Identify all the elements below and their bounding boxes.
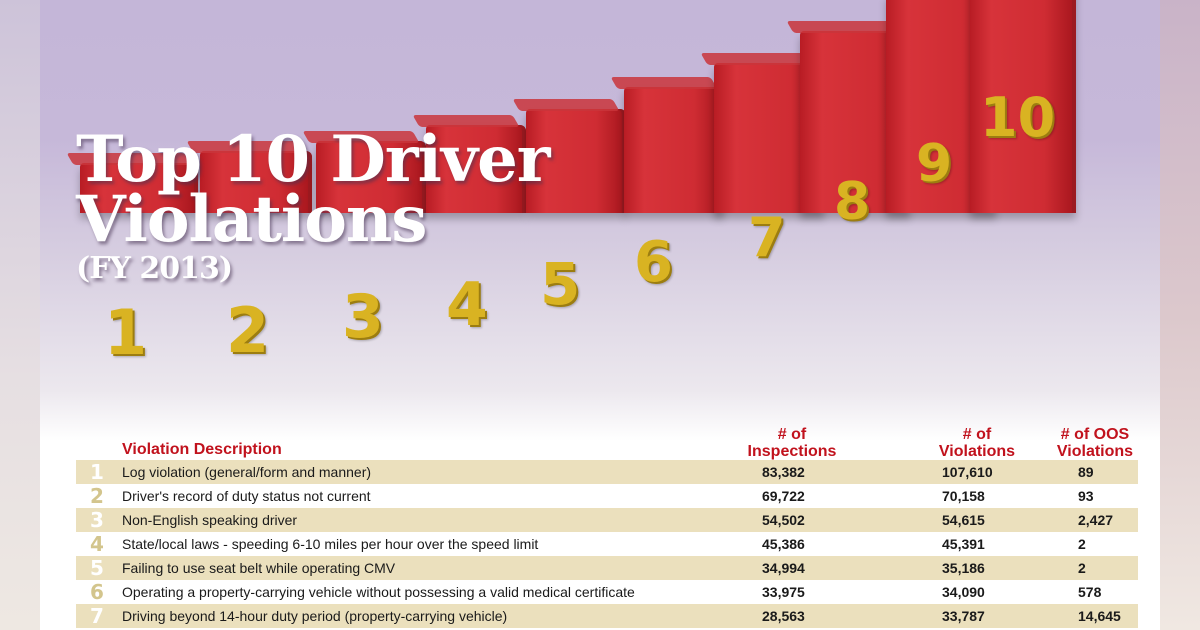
step-bar-10 xyxy=(970,0,1076,213)
row-violations: 34,090 xyxy=(942,584,985,600)
table-row: 3 Non-English speaking driver 54,502 54,… xyxy=(76,508,1138,532)
step-bar-6 xyxy=(624,87,724,213)
violations-table: Violation Description # of Inspections # … xyxy=(76,426,1138,628)
row-inspections: 28,563 xyxy=(682,604,902,628)
row-rank: 7 xyxy=(76,604,118,628)
row-rank: 2 xyxy=(90,484,104,508)
row-description: State/local laws - speeding 6-10 miles p… xyxy=(122,536,539,552)
left-margin xyxy=(0,0,40,630)
row-description: Operating a property-carrying vehicle wi… xyxy=(122,584,635,600)
step-bar-2 xyxy=(200,151,312,213)
decorative-step-chart: 1 2 3 4 5 6 7 8 9 10 xyxy=(40,0,1160,425)
table-row: 1 Log violation (general/form and manner… xyxy=(76,460,1138,484)
step-label-1: 1 xyxy=(104,296,148,369)
row-rank: 6 xyxy=(90,580,104,604)
step-label-7: 7 xyxy=(748,206,786,269)
row-oos: 2 xyxy=(1052,556,1138,580)
infographic-title: Top 10 Driver Violations (FY 2013) xyxy=(76,128,550,284)
violations-header: # of Violations xyxy=(938,426,1016,460)
step-label-2: 2 xyxy=(226,294,270,367)
row-oos: 2 xyxy=(1078,536,1086,552)
row-description: Failing to use seat belt while operating… xyxy=(118,556,682,580)
row-inspections: 45,386 xyxy=(762,536,805,552)
row-inspections: 69,722 xyxy=(762,488,805,504)
right-margin xyxy=(1160,0,1200,630)
row-description: Driver's record of duty status not curre… xyxy=(122,488,371,504)
step-bar-1 xyxy=(80,163,198,213)
row-oos: 93 xyxy=(1078,488,1094,504)
row-rank: 1 xyxy=(76,460,118,484)
rank-header xyxy=(76,426,118,460)
infographic-panel: 1 2 3 4 5 6 7 8 9 10 Top 10 Driver Viola… xyxy=(40,0,1160,630)
title-line-3: (FY 2013) xyxy=(76,251,233,286)
row-description: Non-English speaking driver xyxy=(118,508,682,532)
row-violations: 45,391 xyxy=(942,536,985,552)
row-description: Log violation (general/form and manner) xyxy=(118,460,682,484)
title-line-2: Violations xyxy=(76,182,427,257)
table-row: 7 Driving beyond 14-hour duty period (pr… xyxy=(76,604,1138,628)
row-violations: 33,787 xyxy=(902,604,1052,628)
row-inspections: 34,994 xyxy=(682,556,902,580)
step-label-3: 3 xyxy=(342,282,384,352)
step-bar-4 xyxy=(426,125,526,213)
row-violations: 35,186 xyxy=(902,556,1052,580)
row-inspections: 54,502 xyxy=(682,508,902,532)
row-rank: 3 xyxy=(76,508,118,532)
step-label-4: 4 xyxy=(446,270,488,340)
row-oos: 89 xyxy=(1052,460,1138,484)
table-row: 5 Failing to use seat belt while operati… xyxy=(76,556,1138,580)
step-label-9: 9 xyxy=(916,134,953,194)
description-header: Violation Description xyxy=(122,441,282,458)
step-label-10: 10 xyxy=(980,86,1056,149)
row-inspections: 33,975 xyxy=(762,584,805,600)
row-inspections: 83,382 xyxy=(682,460,902,484)
step-label-6: 6 xyxy=(634,230,673,295)
table-row: 6 Operating a property-carrying vehicle … xyxy=(76,580,1138,604)
row-violations: 54,615 xyxy=(902,508,1052,532)
row-violations: 70,158 xyxy=(942,488,985,504)
row-rank: 5 xyxy=(76,556,118,580)
inspections-header: # of Inspections xyxy=(747,426,837,460)
step-label-5: 5 xyxy=(540,250,581,318)
table-row: 2 Driver's record of duty status not cur… xyxy=(76,484,1138,508)
row-description: Driving beyond 14-hour duty period (prop… xyxy=(118,604,682,628)
step-bar-3 xyxy=(316,141,426,213)
row-oos: 2,427 xyxy=(1052,508,1138,532)
step-label-8: 8 xyxy=(834,172,871,232)
table-row: 4 State/local laws - speeding 6-10 miles… xyxy=(76,532,1138,556)
row-rank: 4 xyxy=(90,532,104,556)
table-header-row: Violation Description # of Inspections # … xyxy=(76,426,1138,460)
row-violations: 107,610 xyxy=(902,460,1052,484)
row-oos: 14,645 xyxy=(1052,604,1138,628)
title-line-1: Top 10 Driver xyxy=(76,122,550,197)
row-oos: 578 xyxy=(1078,584,1102,600)
step-bar-5 xyxy=(526,109,626,213)
oos-header: # of OOS Violations xyxy=(1056,426,1134,460)
